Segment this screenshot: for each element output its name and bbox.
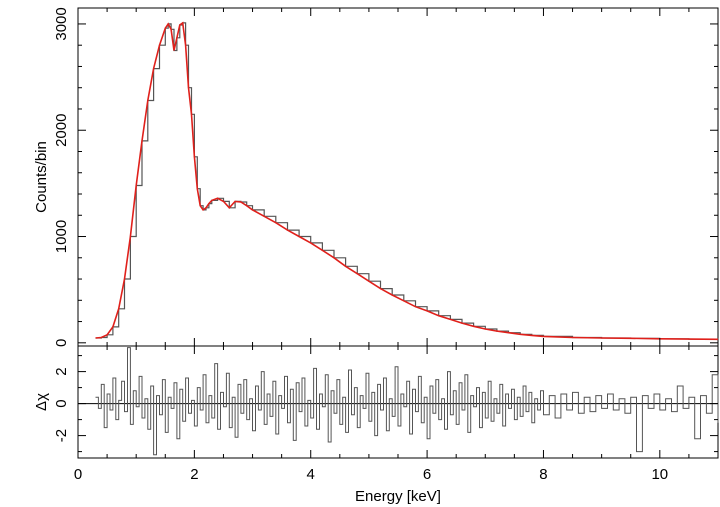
x-tick-label-10: 10 [651, 466, 668, 483]
residual-y-tick-label--2: -2 [53, 429, 70, 442]
x-tick-label-2: 2 [190, 466, 198, 483]
series-model [95, 21, 719, 341]
y-tick-label-0: 0 [53, 339, 70, 347]
x-tick-label-8: 8 [539, 466, 547, 483]
y-axis-title-counts: Counts/bin [33, 141, 50, 213]
x-axis-title-energy: Energy [keV] [355, 488, 441, 505]
residuals-panel: -2 0 2 0 2 4 6 8 10 [53, 345, 719, 483]
series-residuals [95, 347, 719, 456]
x-tick-label-6: 6 [423, 466, 431, 483]
y-tick-label-3000: 3000 [53, 7, 70, 40]
x-tick-label-4: 4 [307, 466, 315, 483]
y-tick-label-2000: 2000 [53, 114, 70, 147]
residual-y-tick-label-0: 0 [53, 399, 70, 407]
y-tick-label-1000: 1000 [53, 220, 70, 253]
x-tick-label-0: 0 [74, 466, 82, 483]
y-axis-title-delta-chi: Δχ [33, 393, 50, 411]
residual-y-tick-label-2: 2 [53, 367, 70, 375]
